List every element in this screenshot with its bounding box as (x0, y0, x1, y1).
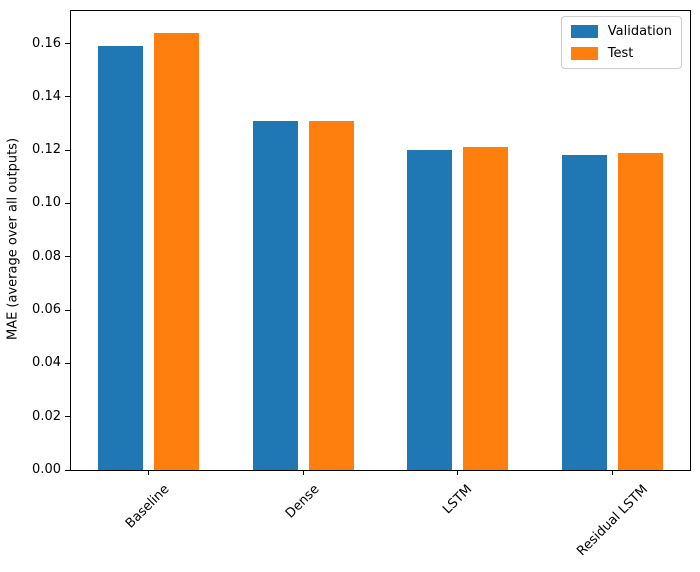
bar-test-lstm (463, 147, 509, 470)
bar-test-residual-lstm (618, 152, 664, 470)
y-tick-mark-0.04 (65, 362, 70, 364)
y-tick-mark-0.02 (65, 416, 70, 418)
y-tick-mark-0.16 (65, 43, 70, 45)
legend-swatch-validation (570, 25, 598, 38)
y-tick-label-0.08: 0.08 (32, 248, 61, 264)
y-tick-label-0.14: 0.14 (32, 88, 61, 104)
y-tick-mark-0.10 (65, 202, 70, 204)
y-tick-mark-0.12 (65, 149, 70, 151)
plot-area: 0.00 0.02 0.04 0.06 0.08 0.10 0.12 0.14 0.16 Base… (32, 10, 691, 559)
y-tick-label-0.04: 0.04 (32, 355, 61, 371)
bar-validation-dense (252, 120, 298, 470)
legend-label-validation: Validation (607, 24, 672, 39)
y-tick-label-0.10: 0.10 (32, 195, 61, 211)
bar-validation-baseline (97, 46, 143, 470)
x-tick-mark-lstm (457, 470, 459, 475)
x-tick-label-dense: Dense (282, 481, 323, 522)
y-tick-mark-0.00 (65, 469, 70, 471)
x-tick-mark-dense (302, 470, 304, 475)
x-tick-mark-residual-lstm (612, 470, 614, 475)
y-tick-label-0.06: 0.06 (32, 302, 61, 318)
y-axis-label: MAE (average over all outputs) (5, 137, 21, 341)
y-tick-mark-0.06 (65, 309, 70, 311)
y-tick-label-0.00: 0.00 (32, 462, 61, 477)
x-tick-label-lstm: LSTM (439, 482, 476, 518)
legend-item-test: Test (570, 46, 672, 61)
y-tick-mark-0.14 (65, 96, 70, 98)
x-tick-label-baseline: Baseline (123, 481, 173, 532)
y-tick-label-0.16: 0.16 (32, 35, 61, 51)
legend-swatch-test (570, 47, 598, 60)
y-tick-label-0.02: 0.02 (32, 408, 61, 424)
bar-validation-residual-lstm (562, 155, 608, 470)
y-tick-label-0.12: 0.12 (32, 142, 61, 158)
legend-item-validation: Validation (570, 24, 672, 39)
legend: Validation Test (560, 16, 682, 69)
bar-test-baseline (153, 32, 199, 470)
legend-label-test: Test (607, 46, 634, 61)
bar-validation-lstm (407, 150, 453, 470)
bar-test-dense (308, 120, 354, 470)
x-tick-mark-baseline (147, 470, 149, 475)
y-tick-mark-0.08 (65, 256, 70, 258)
x-tick-label-residual-lstm: Residual LSTM (573, 482, 651, 559)
